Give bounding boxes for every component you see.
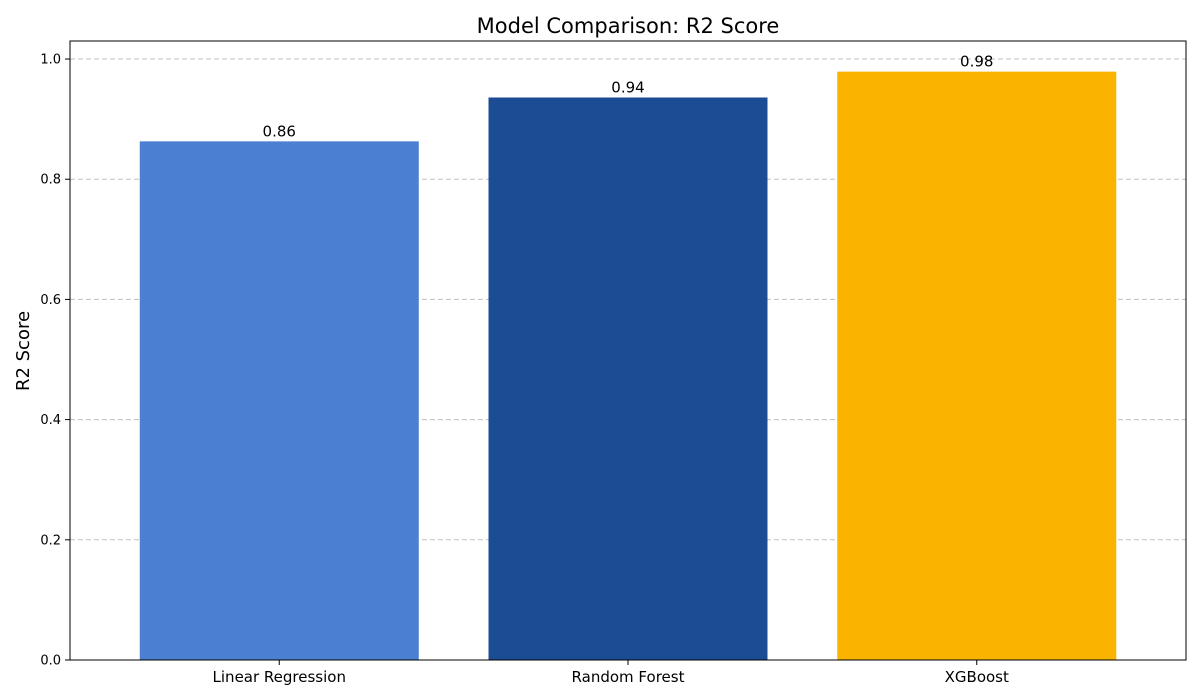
y-axis-label: R2 Score [13,311,34,391]
y-tick-label: 0.0 [40,654,61,669]
bar-value-label: 0.86 [263,122,296,140]
bar [488,97,768,660]
x-axis-ticks: Linear Regression Random Forest XGBoost [213,660,1009,686]
y-tick-label: 0.2 [40,533,61,548]
bar-value-label: 0.98 [960,53,993,71]
y-tick-label: 0.6 [40,293,61,308]
bar-value-label: 0.94 [611,78,644,96]
y-tick-label: 0.8 [40,173,61,188]
x-tick-label: Linear Regression [213,668,346,686]
chart-title: Model Comparison: R2 Score [477,14,780,38]
x-tick-label: Random Forest [572,668,685,686]
bars [139,71,1117,661]
y-axis-ticks: 0.0 0.2 0.4 0.6 0.8 1.0 [40,53,70,669]
bar-value-labels: 0.86 0.94 0.98 [263,53,994,141]
x-tick-label: XGBoost [945,668,1009,686]
bar [139,141,419,661]
y-tick-label: 1.0 [40,53,61,68]
bar [837,71,1117,660]
y-tick-label: 0.4 [40,413,61,428]
